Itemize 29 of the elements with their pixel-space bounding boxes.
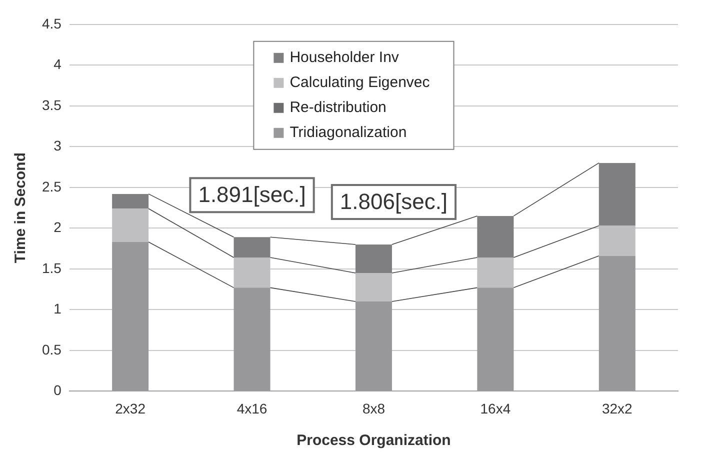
x-axis-title: Process Organization xyxy=(296,432,451,450)
legend-label: Re-distribution xyxy=(290,99,386,116)
x-tick-label: 2x32 xyxy=(115,400,146,416)
y-tick-label: 0 xyxy=(54,382,62,398)
bar xyxy=(477,216,514,258)
x-tick-label: 32x2 xyxy=(602,400,633,416)
y-axis-title: Time in Second xyxy=(12,152,30,264)
y-tick-label: 3 xyxy=(54,138,62,154)
x-tick-label: 16x4 xyxy=(480,400,511,416)
legend-label: Householder Inv xyxy=(290,49,400,66)
y-tick-label: 4.5 xyxy=(42,15,62,32)
bar xyxy=(598,162,636,226)
x-tick-label: 8x8 xyxy=(362,400,386,416)
bar xyxy=(355,273,392,302)
bar xyxy=(234,237,270,258)
y-tick-label: 3.5 xyxy=(42,96,62,113)
legend-label: Calculating Eigenvec xyxy=(290,74,430,92)
annotation: 1.806[sec.] xyxy=(340,189,448,214)
y-tick-label: 2.5 xyxy=(42,178,62,194)
y-tick-label: 2 xyxy=(54,219,62,236)
y-tick-label: 4 xyxy=(54,56,62,72)
y-tick-label: 1 xyxy=(54,300,62,317)
bar xyxy=(112,194,149,209)
y-tick-label: 0.5 xyxy=(42,341,62,358)
annotation: 1.891[sec.] xyxy=(198,182,306,208)
legend-label: Tridiagonalization xyxy=(290,124,407,142)
bar xyxy=(355,244,392,274)
y-tick-label: 1.5 xyxy=(42,260,62,276)
x-tick-label: 4x16 xyxy=(236,400,268,416)
